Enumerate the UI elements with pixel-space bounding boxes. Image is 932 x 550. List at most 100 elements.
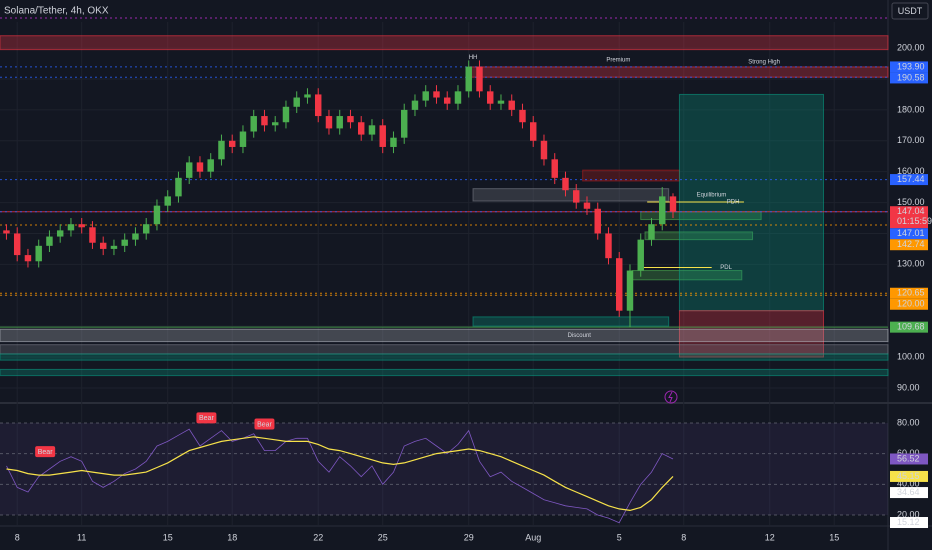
series-line (6, 436, 674, 512)
price-badge-label: 190.58 (897, 72, 925, 82)
price-badge (890, 72, 928, 84)
price-badge-label: 157.44 (897, 174, 925, 184)
zone (472, 188, 670, 202)
candle-body (616, 258, 623, 311)
y-tick-label: 80.00 (897, 417, 920, 427)
candle-body (583, 202, 591, 209)
annotation: Strong High (748, 60, 780, 66)
candle-body (530, 122, 537, 141)
candle-body (476, 66, 483, 92)
y-tick-label: 150.00 (897, 197, 925, 207)
candle-body (594, 208, 601, 234)
candle-body (336, 116, 343, 129)
signal-label: Bear (257, 421, 272, 428)
signal-tag (196, 412, 217, 424)
candle-body (497, 100, 505, 104)
price-badge-label: 147.01 (897, 228, 925, 238)
candle-body (13, 233, 21, 256)
candle-body (282, 106, 290, 123)
candle-body (562, 177, 569, 191)
candle-body (637, 239, 644, 271)
x-tick-label: 11 (77, 532, 86, 542)
value-badge (890, 470, 928, 482)
candle-body (669, 196, 677, 212)
candle-body (185, 162, 193, 178)
candle-body (89, 227, 96, 243)
candle-body (519, 109, 526, 123)
candle-body (551, 159, 558, 178)
signal-tag (254, 418, 275, 430)
price-badge-label: 142.74 (897, 239, 925, 249)
candle-body (3, 230, 10, 234)
annotation: PDH (727, 200, 740, 206)
y-tick-label: 170.00 (897, 135, 925, 145)
y-tick-label: 180.00 (897, 104, 925, 114)
zone (0, 35, 889, 51)
alert-bolt (668, 391, 673, 403)
price-badge-label: 120.65 (897, 288, 925, 298)
candle-body (35, 245, 42, 262)
candle-body (67, 224, 75, 231)
annotation: Equilibrium (697, 192, 727, 198)
x-tick-label: 8 (681, 532, 686, 542)
candle-body (24, 255, 32, 262)
candle-body (347, 116, 354, 123)
candle-body (325, 116, 333, 129)
annotation: PDL (720, 265, 732, 271)
price-badge-label: 109.68 (897, 322, 925, 332)
candle-body (411, 100, 419, 110)
candle-body (605, 233, 612, 259)
price-badge (890, 287, 928, 299)
zone-label: Premium (606, 58, 630, 64)
candle-body (368, 125, 376, 135)
x-tick-label: 8 (15, 532, 20, 542)
candle-body (142, 224, 150, 234)
candle-body (659, 196, 666, 225)
price-badge (890, 61, 928, 73)
zone (472, 316, 670, 327)
y-tick-label: 130.00 (897, 259, 925, 269)
value-badge (890, 487, 928, 499)
currency-button[interactable] (891, 2, 929, 20)
candle-body (390, 137, 397, 147)
x-tick-label: 15 (829, 532, 839, 542)
y-tick-label: 100.00 (897, 351, 925, 361)
zone (468, 66, 889, 78)
y-tick-label: 200.00 (897, 42, 925, 52)
annotation: Discount (568, 333, 592, 339)
value-badge-label: 15.12 (897, 517, 920, 527)
value-badge-label: 34.64 (897, 487, 920, 497)
candle-body (121, 239, 128, 246)
alert-icon[interactable] (664, 390, 678, 404)
candle-body (56, 230, 64, 237)
signal-label: Bear (38, 449, 53, 456)
candle-body (573, 190, 580, 203)
candle-body (250, 116, 257, 132)
candle-body (99, 242, 107, 249)
signal-tag (35, 446, 56, 458)
candle-body (433, 91, 440, 98)
zone (678, 93, 824, 312)
currency-label[interactable]: USDT (898, 6, 923, 16)
candle-body (196, 162, 204, 172)
countdown: 01:15:59 (897, 216, 932, 226)
zone (0, 353, 889, 361)
price-badge-label: 193.90 (897, 61, 925, 71)
candle-body (175, 177, 182, 197)
price-badge (890, 321, 928, 333)
candle-body (422, 91, 429, 101)
candle-body (508, 100, 515, 110)
candle-body (153, 205, 161, 225)
y-tick-label: 60.00 (897, 448, 920, 458)
candle-body (357, 122, 365, 135)
candle-body (314, 94, 322, 117)
zone (644, 231, 754, 241)
y-tick-label: 40.00 (897, 479, 920, 489)
candle-body (379, 125, 386, 147)
y-tick-label: 20.00 (897, 509, 920, 519)
y-tick-label: 90.00 (897, 382, 920, 392)
